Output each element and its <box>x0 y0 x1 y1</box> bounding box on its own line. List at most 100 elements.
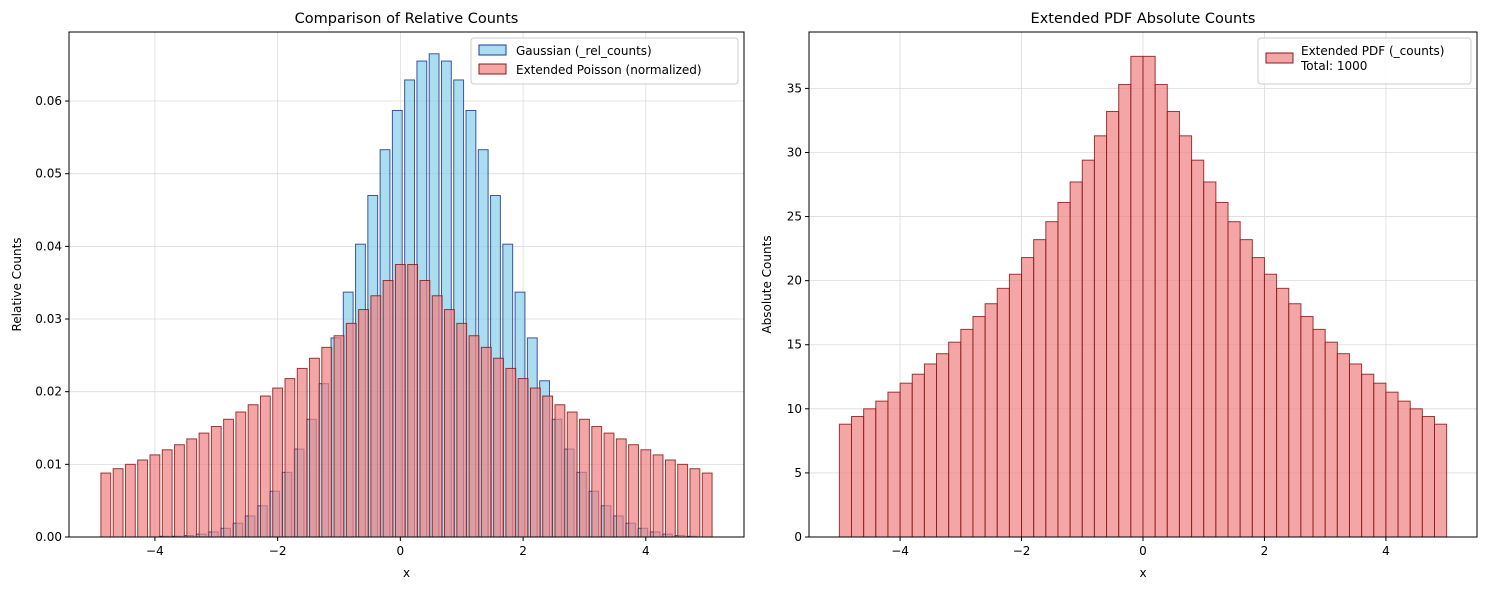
bar <box>1142 55 1156 538</box>
bar <box>394 264 406 538</box>
bar <box>615 438 627 538</box>
bar <box>1045 221 1059 538</box>
bar <box>296 367 308 538</box>
bar <box>1348 363 1363 538</box>
chart-title: Extended PDF Absolute Counts <box>1031 11 1256 27</box>
legend-swatch <box>478 44 507 56</box>
x-tick-label: −2 <box>269 544 287 558</box>
legend: Gaussian (_rel_counts) Extended Poisson (… <box>470 37 739 85</box>
bar <box>272 387 284 538</box>
x-axis-label: x <box>1139 566 1146 580</box>
chart-2: −4 −2 0 2 4 0 5 10 15 20 25 30 35 Extended PDF Absolu… <box>760 11 1478 580</box>
y-axis-label: Relative Counts <box>10 237 24 331</box>
bar <box>542 395 554 538</box>
bar <box>345 322 357 538</box>
y-tick-label: 0.06 <box>35 94 62 108</box>
bar <box>223 418 234 538</box>
bar <box>1033 239 1047 538</box>
bar <box>1421 416 1435 538</box>
bar <box>198 432 210 538</box>
bar <box>1069 181 1083 538</box>
bar <box>701 472 713 538</box>
bar <box>1081 159 1095 538</box>
bar <box>579 418 590 538</box>
bar <box>652 454 664 538</box>
bar <box>1239 239 1253 538</box>
bar <box>603 432 615 538</box>
x-axis-label: x <box>403 566 410 580</box>
bar <box>1288 303 1302 538</box>
bar <box>1130 55 1144 538</box>
y-tick-label: 15 <box>787 338 802 352</box>
bar <box>664 459 676 538</box>
bar <box>936 353 950 538</box>
bar <box>899 382 913 538</box>
bar <box>1361 373 1375 538</box>
bar <box>1154 84 1168 538</box>
bar <box>1021 257 1035 538</box>
bar <box>689 468 701 538</box>
bar <box>1203 181 1217 538</box>
y-tick-label: 0.03 <box>35 312 62 326</box>
legend-label: Extended PDF (_counts) <box>1301 44 1444 58</box>
bar <box>333 335 345 538</box>
y-axis-label: Absolute Counts <box>760 235 774 333</box>
bar <box>875 400 889 538</box>
bar <box>161 449 173 538</box>
x-tick-label: −4 <box>146 544 164 558</box>
bar <box>100 472 112 538</box>
x-tick-label: −2 <box>1013 544 1031 558</box>
bar <box>838 423 853 538</box>
chart-title: Comparison of Relative Counts <box>295 11 519 27</box>
x-tick-label: 2 <box>519 544 527 558</box>
y-tick-label: 30 <box>787 145 802 159</box>
bar <box>972 316 986 538</box>
bar <box>370 295 382 538</box>
bar <box>407 264 419 538</box>
y-tick-label: 20 <box>787 274 802 288</box>
bar <box>124 463 136 538</box>
bar <box>284 378 296 538</box>
bar <box>505 367 517 538</box>
bar <box>112 468 124 538</box>
bar <box>529 387 541 538</box>
bar <box>1312 328 1326 538</box>
bar <box>1008 273 1023 538</box>
bar <box>1118 84 1132 538</box>
bar <box>911 373 925 538</box>
y-tick-label: 0.01 <box>35 457 62 471</box>
x-tick-label: 0 <box>397 544 405 558</box>
bar <box>309 357 320 538</box>
bar <box>1263 273 1278 538</box>
y-tick-label: 25 <box>787 210 802 224</box>
bar <box>1191 159 1205 538</box>
bar <box>456 322 468 538</box>
x-tick-label: 4 <box>1382 544 1390 558</box>
bar <box>259 395 271 538</box>
bar <box>358 309 369 538</box>
bar <box>1057 201 1071 538</box>
y-tick-label: 35 <box>787 81 802 95</box>
bar <box>996 287 1010 538</box>
y-tick-label: 0.00 <box>35 530 62 544</box>
bar <box>1397 400 1411 538</box>
bar <box>1251 257 1265 538</box>
y-tick-label: 5 <box>794 466 802 480</box>
y-tick-label: 0.04 <box>35 239 62 253</box>
bar <box>851 416 865 538</box>
bar <box>1276 287 1290 538</box>
bar <box>1178 135 1193 538</box>
bar <box>137 459 149 538</box>
bar <box>984 303 998 538</box>
x-tick-label: 2 <box>1261 544 1269 558</box>
bar <box>186 438 198 538</box>
bar <box>321 346 333 538</box>
bar <box>1106 110 1120 538</box>
bar <box>1227 221 1241 538</box>
bar <box>554 404 566 538</box>
bar <box>1215 201 1229 538</box>
y-tick-label: 0.05 <box>35 167 62 181</box>
chart-1: −4 −2 0 2 4 0.00 0.01 0.02 0.03 0.04 0.05 0.06 Compa… <box>10 11 745 580</box>
bar <box>382 280 394 538</box>
bar <box>1409 408 1423 538</box>
